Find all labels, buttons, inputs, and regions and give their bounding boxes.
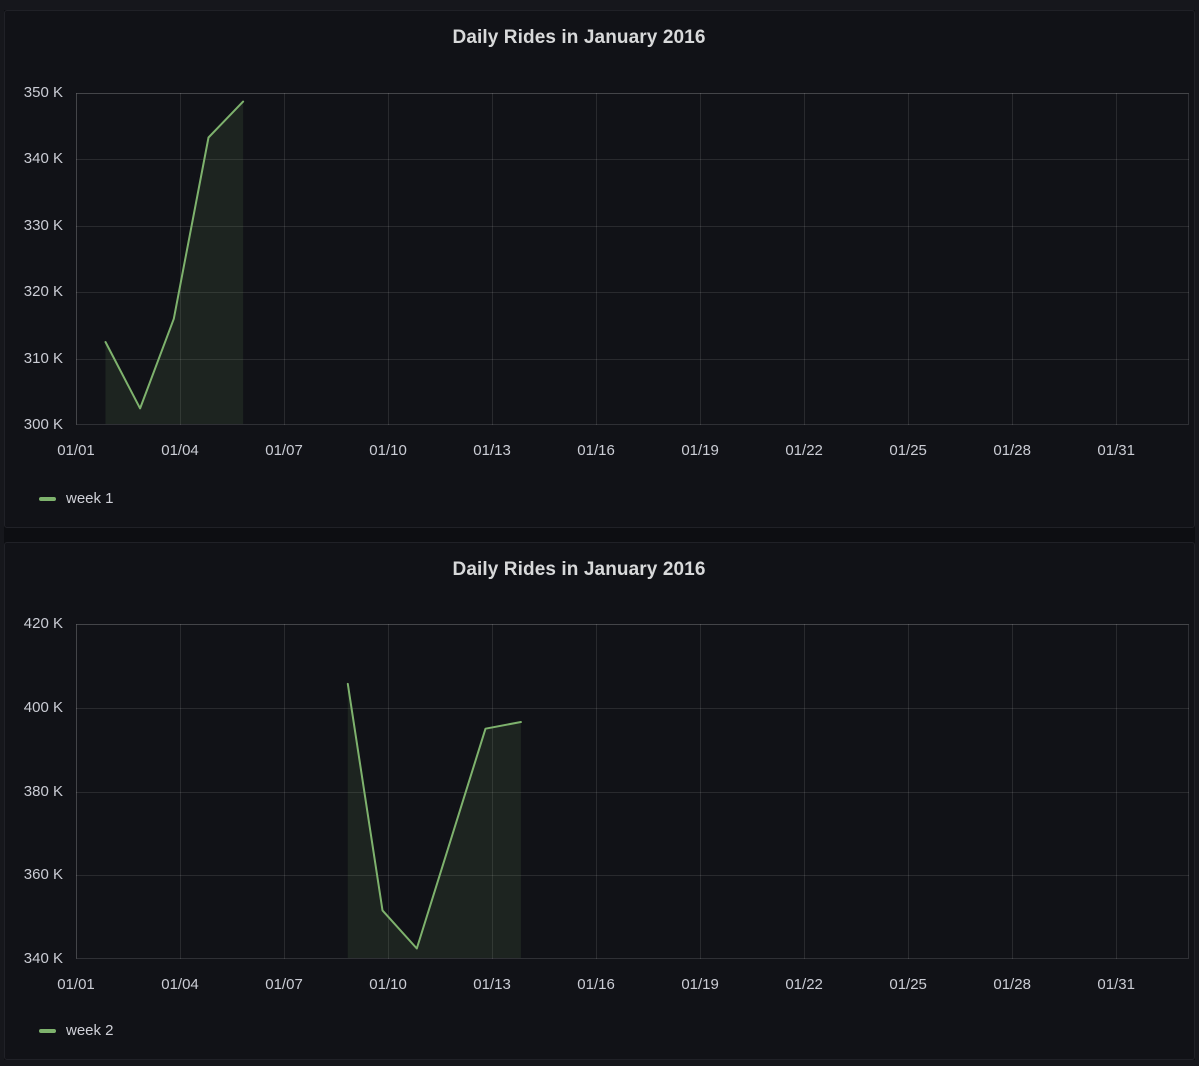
x-axis-tick-label: 01/22	[785, 976, 823, 993]
y-axis-tick-label: 340 K	[23, 150, 63, 168]
y-axis-tick-label: 300 K	[23, 416, 63, 433]
legend-item-week2[interactable]: week 2	[39, 1021, 114, 1041]
y-axis-tick-label: 420 K	[23, 615, 63, 632]
x-axis-tick-label: 01/13	[473, 976, 511, 993]
x-axis-tick-label: 01/04	[161, 442, 199, 459]
legend-series-color-icon	[39, 497, 56, 501]
series-line	[346, 682, 522, 950]
panel-week1: Daily Rides in January 2016 week 1 01/01…	[4, 10, 1195, 528]
x-axis-tick-label: 01/31	[1097, 442, 1135, 459]
y-axis-tick-label: 340 K	[23, 950, 63, 967]
x-axis-tick-label: 01/22	[785, 442, 823, 459]
y-axis-tick-label: 400 K	[23, 698, 63, 716]
x-axis-tick-label: 01/10	[369, 976, 407, 993]
y-axis-tick-label: 360 K	[23, 866, 63, 884]
series-area-fill	[347, 683, 521, 958]
series-area-fill	[105, 101, 244, 424]
x-axis-tick-label: 01/25	[889, 976, 927, 993]
x-axis-tick-label: 01/19	[681, 976, 719, 993]
plot-border	[76, 624, 1189, 959]
x-axis-tick-label: 01/13	[473, 442, 511, 459]
legend-item-week1[interactable]: week 1	[39, 489, 114, 509]
y-axis-tick-label: 350 K	[23, 84, 63, 101]
x-axis-tick-label: 01/01	[57, 442, 95, 459]
series-line	[104, 100, 245, 410]
panel-week2: Daily Rides in January 2016 week 2 01/01…	[4, 542, 1195, 1060]
legend-series-color-icon	[39, 1029, 56, 1033]
y-axis-tick-label: 320 K	[23, 283, 63, 301]
x-axis-tick-label: 01/07	[265, 442, 303, 459]
panel-title[interactable]: Daily Rides in January 2016	[452, 559, 706, 580]
x-axis-tick-label: 01/01	[57, 976, 95, 993]
x-axis-tick-label: 01/31	[1097, 976, 1135, 993]
x-axis-tick-label: 01/07	[265, 976, 303, 993]
y-axis-tick-label: 380 K	[23, 782, 63, 800]
x-axis-tick-label: 01/04	[161, 976, 199, 993]
x-axis-tick-label: 01/25	[889, 442, 927, 459]
y-axis-tick-label: 310 K	[23, 349, 63, 367]
x-axis-tick-label: 01/28	[993, 442, 1031, 459]
legend-label: week 1	[66, 490, 114, 507]
x-axis-tick-label: 01/16	[577, 442, 615, 459]
x-axis-tick-label: 01/16	[577, 976, 615, 993]
plot-border	[76, 93, 1189, 425]
panel-title[interactable]: Daily Rides in January 2016	[452, 27, 706, 48]
legend-label: week 2	[66, 1022, 114, 1039]
plot-area[interactable]	[76, 624, 1189, 959]
plot-area[interactable]	[76, 93, 1189, 425]
x-axis-tick-label: 01/28	[993, 976, 1031, 993]
y-axis-tick-label: 330 K	[23, 216, 63, 234]
x-axis-tick-label: 01/10	[369, 442, 407, 459]
x-axis-tick-label: 01/19	[681, 442, 719, 459]
